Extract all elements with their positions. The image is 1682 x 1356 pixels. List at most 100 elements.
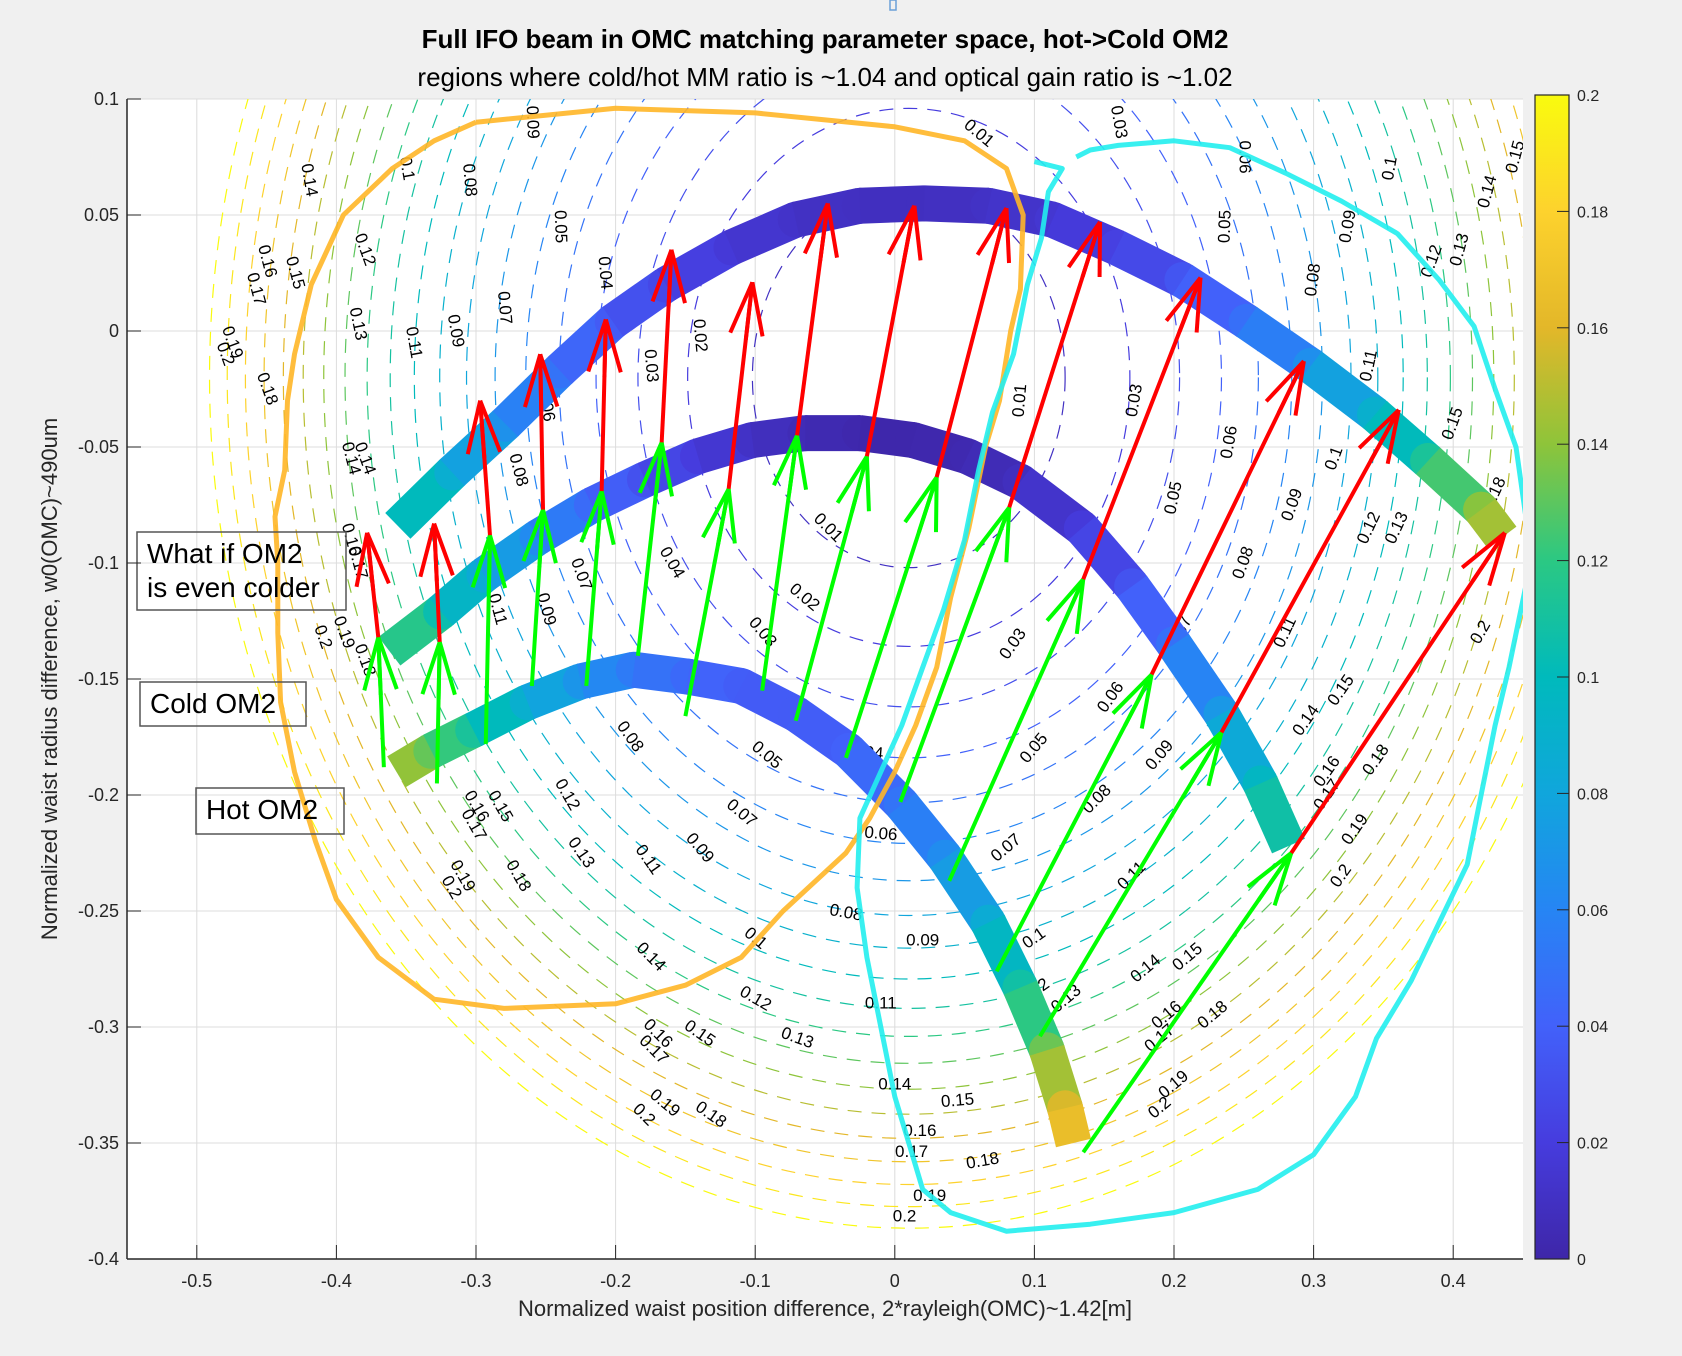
- y-tick-labels: -0.4 -0.35 -0.3 -0.25 -0.2 -0.15 -0.1 -0.05 0 0.0…: [78, 89, 119, 1269]
- x-axis-label: Normalized waist position difference, 2*…: [518, 1296, 1132, 1321]
- arrow-head: [365, 532, 391, 585]
- arrow: [1038, 730, 1224, 1038]
- annotation-box: [136, 531, 347, 611]
- y-axis-label: Normalized waist radius difference, w0(O…: [37, 418, 62, 940]
- contour-label: 0.15: [1502, 138, 1529, 175]
- x-tick-label: -0.2: [600, 1271, 631, 1291]
- arrow: [522, 353, 560, 510]
- arrow: [1081, 851, 1294, 1154]
- contour-label: 0.05: [551, 210, 571, 244]
- colorbar-tick-label: 0.06: [1577, 903, 1608, 920]
- y-tick-label: 0.1: [94, 89, 119, 109]
- arrow-head: [659, 441, 674, 497]
- colorbar-tick-label: 0.16: [1577, 321, 1608, 338]
- arrow: [1149, 359, 1306, 676]
- arrow-head: [1246, 851, 1293, 889]
- y-tick-label: -0.05: [78, 437, 119, 457]
- annotation-box: [139, 681, 307, 727]
- arrow: [1007, 220, 1103, 508]
- arrow-head: [1460, 531, 1507, 570]
- arrow: [635, 441, 674, 657]
- contour-label: 0.05: [1215, 210, 1235, 244]
- arrow-head: [886, 204, 917, 256]
- arrow: [586, 318, 623, 492]
- contour-label: 0.04: [595, 256, 617, 291]
- arrow-head: [432, 522, 455, 576]
- arrow-head-center: [1057, 578, 1086, 633]
- arrow-head-center: [365, 532, 376, 591]
- arrow-head-center: [990, 207, 1009, 265]
- arrow: [650, 249, 687, 443]
- arrow-head-center: [715, 488, 731, 546]
- x-tick-label: -0.3: [460, 1271, 491, 1291]
- annotation-cold-om2: Cold OM2: [139, 681, 307, 727]
- arrow-head-center: [1256, 851, 1293, 902]
- arrow: [795, 202, 839, 436]
- arrow-head-center: [376, 637, 383, 696]
- arrow-head: [1385, 409, 1401, 465]
- colorbar-tick-label: 0: [1577, 1252, 1586, 1269]
- arrow: [947, 577, 1086, 882]
- arrow-head: [1111, 672, 1154, 715]
- arrow-head: [376, 636, 399, 690]
- contour-label: 0.2: [893, 1207, 917, 1226]
- arrow-head: [420, 641, 442, 695]
- arrow: [793, 455, 871, 722]
- arrow-head: [912, 205, 923, 261]
- arrow-head: [538, 353, 560, 408]
- arrow-head: [903, 476, 939, 524]
- arrow-head: [1139, 674, 1154, 729]
- axes: [126, 98, 1523, 1260]
- arrow-head: [488, 534, 508, 589]
- arrow: [864, 204, 923, 457]
- arrow-head: [1194, 277, 1203, 333]
- arrow-shaft: [1219, 408, 1401, 734]
- y-tick-label: 0: [109, 321, 119, 341]
- arrow-head: [974, 506, 1011, 553]
- arrow-head-center: [602, 319, 608, 378]
- arrow-head-center: [901, 205, 917, 263]
- annotation-text: Hot OM2: [206, 794, 318, 825]
- arrow-head-center: [1177, 276, 1203, 333]
- contour-line: [389, 99, 1428, 1009]
- colorbar-tick-label: 0.18: [1577, 204, 1608, 221]
- y-tick-label: -0.1: [88, 553, 119, 573]
- contour-label: 0.15: [940, 1089, 975, 1111]
- arrow-head: [579, 490, 604, 543]
- x-tick-labels: -0.5 -0.4 -0.3 -0.2 -0.1 0 0.1 0.2 0.3 0.4: [181, 1271, 1465, 1291]
- colorbar-tick-label: 0.04: [1577, 1019, 1608, 1036]
- arrow-head: [437, 641, 457, 696]
- arrow-head-center: [486, 535, 492, 593]
- contour-line: [302, 99, 1515, 1115]
- x-tick-label: -0.4: [321, 1271, 352, 1291]
- arrow-head: [521, 508, 545, 562]
- band-segment: [1466, 498, 1517, 549]
- contour-label: 0.08: [1301, 262, 1324, 297]
- band-segment: [1244, 776, 1305, 854]
- x-tick-label: -0.1: [740, 1271, 771, 1291]
- arrow-head-center: [849, 455, 869, 513]
- arrow-head: [603, 318, 623, 373]
- arrow-head: [1293, 360, 1306, 416]
- arrow-head: [750, 281, 765, 337]
- contour-label: 0.09: [906, 931, 939, 950]
- beam-band: [387, 651, 1091, 1148]
- arrow: [465, 399, 503, 536]
- contour-label: 0.02: [689, 318, 711, 353]
- arrow-head: [864, 456, 871, 512]
- arrow: [521, 508, 558, 687]
- arrow: [420, 641, 457, 784]
- contour-line: [466, 99, 1352, 916]
- arrow-head: [478, 399, 503, 453]
- contour-label: 0.01: [1009, 383, 1031, 418]
- arrow: [362, 636, 399, 768]
- x-tick-label: 0.2: [1161, 1271, 1186, 1291]
- arrow-head: [637, 441, 664, 494]
- arrow: [898, 506, 1012, 803]
- contour-line: [226, 99, 1523, 1207]
- arrow: [726, 281, 765, 489]
- colorbar: 0 0.02 0.04 0.06 0.08 0.1 0.12 0.14 0.16 0.18 0.2: [1534, 88, 1608, 1269]
- arrow: [844, 476, 939, 759]
